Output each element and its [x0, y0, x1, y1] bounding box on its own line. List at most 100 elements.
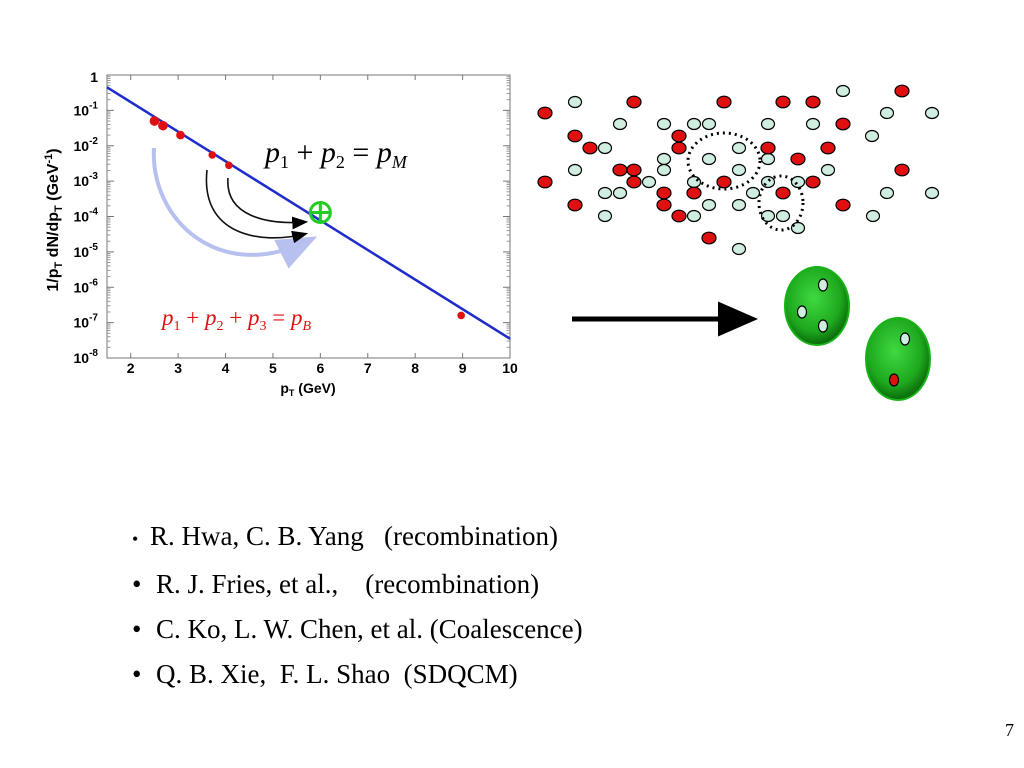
antiquark-dot — [612, 117, 628, 131]
quark-dot — [567, 129, 583, 143]
antiquark-dot — [760, 152, 776, 166]
data-points — [149, 116, 465, 320]
baryon-grouping-circle — [757, 174, 805, 232]
quark-dot — [805, 175, 821, 189]
quark-dot — [805, 95, 821, 109]
reference-list: • R. Hwa, C. B. Yang (recombination) • R. … — [132, 514, 583, 697]
meson-grouping-circle — [686, 131, 762, 191]
reference-text: C. Ko, L. W. Chen, et al. (Coalescence) — [156, 614, 583, 644]
quark-dot — [716, 175, 732, 189]
quark-dot — [671, 209, 687, 223]
antiquark-dot — [924, 186, 940, 200]
quark-dot — [894, 84, 910, 98]
y-tick-label: 1 — [90, 69, 98, 85]
quark-dot — [775, 186, 791, 200]
antiquark-dot — [656, 117, 672, 131]
y-tick-label: 10-2 — [74, 136, 99, 154]
antiquark-dot — [701, 198, 717, 212]
x-tick-label: 4 — [222, 360, 230, 376]
quark-soup-diagram — [537, 84, 940, 256]
antiquark-dot — [641, 175, 657, 189]
quark-dot — [656, 198, 672, 212]
data-point — [149, 116, 160, 126]
antiquark-dot — [924, 106, 940, 120]
antiquark-dot — [597, 209, 613, 223]
quark-dot — [701, 231, 717, 245]
reference-text: R. Hwa, C. B. Yang (recombination) — [150, 521, 558, 551]
antiquark-dot — [686, 117, 702, 131]
quark-dot — [760, 141, 776, 155]
quark-dot — [835, 198, 851, 212]
slide-number: 7 — [1005, 720, 1014, 740]
axis-ticks — [107, 74, 511, 359]
bullet-icon: • — [132, 614, 142, 644]
exponential-spectrum-line — [106, 86, 511, 340]
data-point — [208, 151, 217, 159]
quark-dot — [716, 95, 732, 109]
data-point — [176, 130, 185, 140]
recombination-arrow-2 — [227, 177, 309, 230]
antiquark-dot — [731, 163, 747, 177]
quark-dot — [612, 163, 628, 177]
quark-dot — [790, 152, 806, 166]
y-tick-label: 10-3 — [74, 171, 99, 189]
quark-dot — [835, 117, 851, 131]
y-tick-label: 10-1 — [74, 100, 99, 118]
list-item: • R. Hwa, C. B. Yang (recombination) — [132, 514, 583, 562]
reference-text: Q. B. Xie, F. L. Shao (SDQCM) — [156, 659, 518, 689]
quark-dot — [894, 163, 910, 177]
antiquark-dot — [760, 117, 776, 131]
y-tick-label: 10-8 — [74, 348, 99, 366]
antiquark-dot — [731, 198, 747, 212]
quark-dot — [686, 186, 702, 200]
antiquark-dot — [656, 152, 672, 166]
bullet-icon: • — [132, 659, 142, 689]
antiquark-dot — [731, 242, 747, 256]
antiquark-dot — [686, 175, 702, 189]
quark-dot — [775, 95, 791, 109]
x-tick-label: 6 — [316, 360, 324, 376]
antiquark-dot — [790, 175, 806, 189]
list-item: • R. J. Fries, et al., (recombination) — [132, 562, 583, 607]
recombination-arrow-light — [151, 147, 318, 269]
baryon-formula: p1 + p2 + p3 = pB — [160, 305, 311, 334]
tick-labels: 2 3 4 5 6 7 8 9 10 10-8 10-7 10-6 10-5 10-4 10-3 10-2 10… — [74, 69, 518, 376]
bullet-icon: • — [132, 529, 139, 549]
x-tick-label: 10 — [502, 360, 518, 376]
y-tick-label: 10-6 — [74, 277, 99, 295]
antiquark-dot — [731, 141, 747, 155]
antiquark-dot — [701, 152, 717, 166]
list-item: • Q. B. Xie, F. L. Shao (SDQCM) — [132, 652, 583, 697]
data-point — [225, 161, 233, 170]
data-point — [457, 311, 465, 320]
antiquark-dot — [805, 117, 821, 131]
x-tick-label: 3 — [174, 360, 182, 376]
y-tick-label: 10-7 — [74, 313, 99, 331]
antiquark-dot — [820, 163, 836, 177]
quark-dot — [537, 106, 553, 120]
antiquark-dot — [760, 209, 776, 223]
antiquark-dot — [835, 84, 851, 98]
antiquark-dot — [775, 209, 791, 223]
antiquark-dot — [879, 106, 895, 120]
x-tick-label: 8 — [411, 360, 419, 376]
x-tick-label: 7 — [364, 360, 372, 376]
meson-hadron — [865, 317, 931, 401]
x-tick-label: 9 — [459, 360, 467, 376]
meson-target-marker — [308, 200, 332, 224]
quark-dot — [820, 141, 836, 155]
quark-dot — [626, 163, 642, 177]
quark-dot — [537, 175, 553, 189]
antiquark-dot — [760, 175, 776, 189]
quark-dot — [671, 141, 687, 155]
y-tick-label: 10-5 — [74, 242, 99, 260]
antiquark-dot — [567, 163, 583, 177]
data-point — [158, 120, 168, 131]
antiquark-dot — [701, 117, 717, 131]
x-tick-label: 5 — [269, 360, 277, 376]
recombination-arrow-1 — [205, 169, 309, 244]
antiquark-dot — [567, 95, 583, 109]
antiquark-dot — [612, 186, 628, 200]
quark-dot — [567, 198, 583, 212]
